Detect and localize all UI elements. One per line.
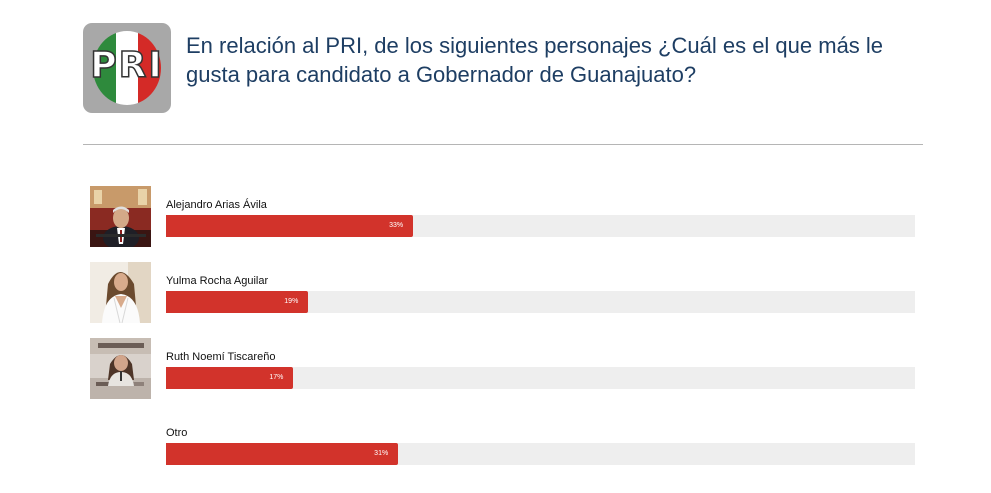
pri-logo: PRI (83, 23, 171, 113)
candidate-name: Yulma Rocha Aguilar (166, 275, 269, 287)
result-percent-label: 19% (284, 298, 299, 305)
pri-logo-emblem (93, 31, 161, 105)
result-bar-fill: 31% (166, 443, 399, 465)
result-percent-label: 17% (269, 374, 284, 381)
result-bar-track: 19% (166, 291, 915, 313)
divider (83, 144, 923, 145)
result-percent-label: 33% (389, 222, 404, 229)
result-bar-track: 31% (166, 443, 915, 465)
candidate-photo (90, 186, 151, 247)
result-percent-label: 31% (374, 450, 389, 457)
candidate-photo (90, 262, 151, 323)
result-bar-track: 17% (166, 367, 915, 389)
result-bar-track: 33% (166, 215, 915, 237)
result-bar-fill: 33% (166, 215, 414, 237)
pri-logo-text: PRI (90, 44, 164, 87)
result-bar-fill: 19% (166, 291, 309, 313)
result-bar-fill: 17% (166, 367, 294, 389)
result-row: Ruth Noemí Tiscareño 17% (0, 338, 991, 402)
candidate-name: Otro (166, 427, 188, 439)
result-row: Yulma Rocha Aguilar 19% (0, 262, 991, 326)
poll-question: En relación al PRI, de los siguientes pe… (186, 33, 884, 87)
candidate-name: Alejandro Arias Ávila (166, 199, 267, 211)
result-row: Alejandro Arias Ávila 33% (0, 186, 991, 250)
candidate-name: Ruth Noemí Tiscareño (166, 351, 276, 363)
result-row: Otro 31% (0, 414, 991, 478)
candidate-photo (90, 338, 151, 399)
